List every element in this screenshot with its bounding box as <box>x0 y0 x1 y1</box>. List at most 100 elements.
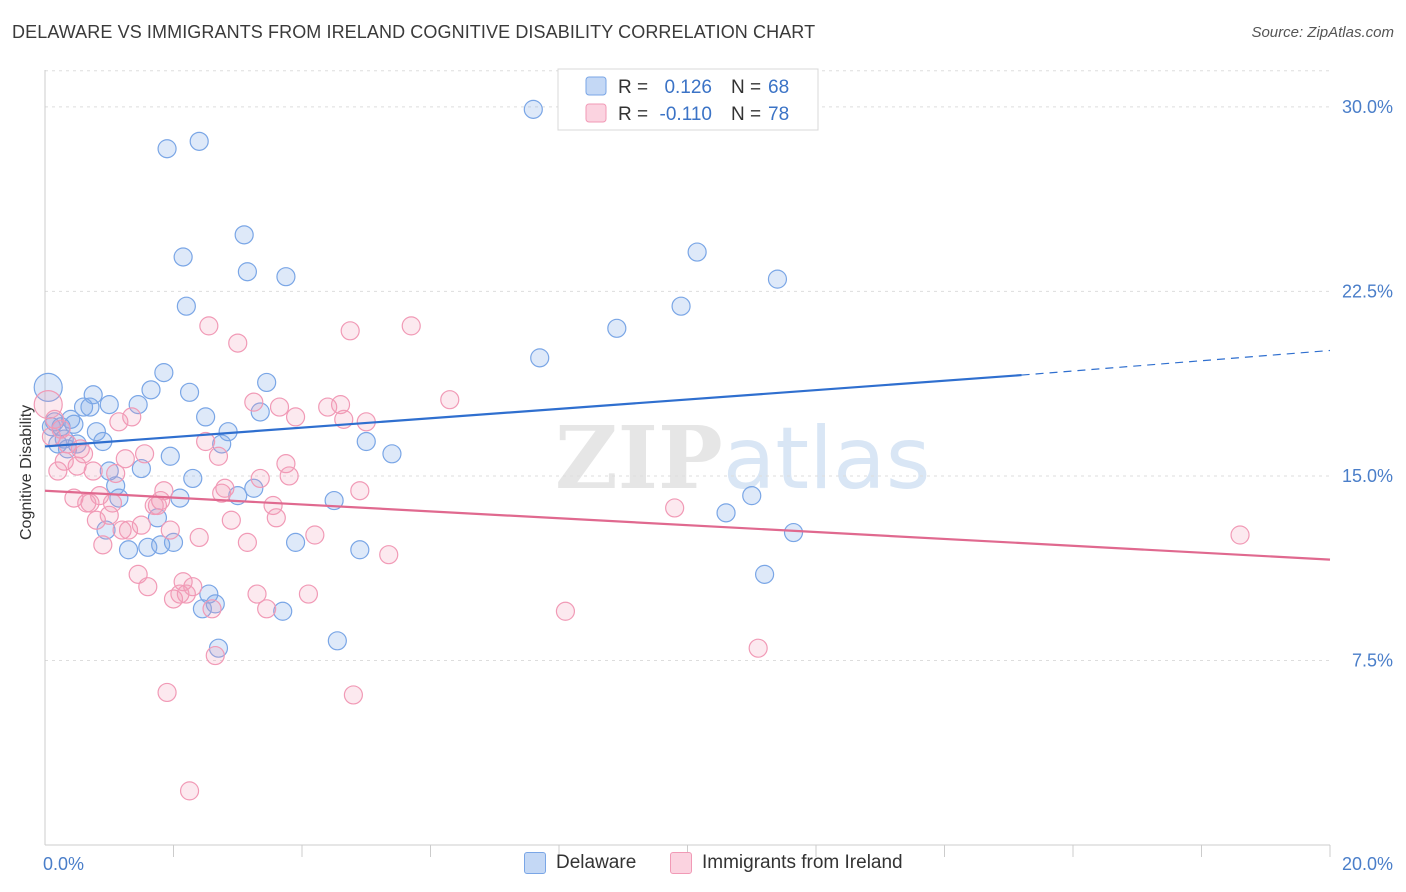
delaware-point <box>141 380 161 400</box>
ireland-point <box>115 449 135 469</box>
x-tick-label-min: 0.0% <box>43 854 84 874</box>
delaware-point <box>86 422 107 442</box>
ireland-point <box>244 392 264 412</box>
y-tick-label: 7.5% <box>1352 650 1393 670</box>
delaware-point <box>176 296 196 316</box>
delaware-point <box>671 296 691 316</box>
delaware-point <box>716 503 736 523</box>
stats-r-label: R = <box>618 77 648 98</box>
delaware-point <box>607 318 627 338</box>
y-tick-label: 30.0% <box>1342 97 1393 117</box>
delaware-point <box>157 139 177 159</box>
delaware-point <box>257 372 277 393</box>
ireland-point <box>1230 525 1250 545</box>
ireland-point <box>208 446 229 466</box>
ireland-point <box>45 409 65 429</box>
delaware-point <box>118 540 139 560</box>
ireland-point <box>163 589 184 609</box>
watermark-atlas: atlas <box>723 409 931 509</box>
legend-item-ireland[interactable]: Immigrants from Ireland <box>670 852 903 874</box>
ireland-point <box>440 390 460 410</box>
ireland-point <box>176 584 196 604</box>
delaware-point <box>96 520 116 540</box>
ireland-point <box>305 525 325 545</box>
ireland-point <box>340 321 360 341</box>
delaware-point <box>80 397 100 417</box>
delaware-point <box>160 446 180 466</box>
ireland-point <box>118 520 139 540</box>
ireland-point <box>379 545 399 565</box>
stats-r-value: -0.110 <box>660 104 712 125</box>
ireland-point <box>215 478 235 498</box>
bottom-legend: Delaware Immigrants from Ireland <box>0 852 1406 878</box>
ireland-point <box>86 510 107 530</box>
ireland-point <box>202 599 222 619</box>
ireland-point <box>221 510 241 530</box>
delaware-trend-line <box>44 373 1022 448</box>
legend-swatch-delaware <box>524 852 546 874</box>
delaware-trend-extension <box>1021 349 1331 376</box>
delaware-point <box>276 267 296 287</box>
ireland-point <box>109 412 129 432</box>
delaware-point <box>530 348 550 368</box>
delaware-point <box>783 522 804 543</box>
ireland-point <box>250 468 270 489</box>
ireland-point <box>138 577 158 597</box>
ireland-point <box>665 498 685 518</box>
delaware-point <box>350 540 370 560</box>
delaware-point <box>356 431 376 452</box>
legend-swatch-ireland <box>670 852 692 874</box>
stats-n-label: N = <box>731 77 761 98</box>
delaware-point <box>250 402 270 422</box>
ireland-point <box>228 333 248 353</box>
ireland-point <box>106 463 126 484</box>
legend-label-ireland: Immigrants from Ireland <box>702 852 903 873</box>
stats-n-label: N = <box>731 104 761 125</box>
delaware-point <box>33 372 63 402</box>
delaware-point <box>61 409 81 429</box>
ireland-point <box>160 520 180 540</box>
ireland-point <box>157 682 177 703</box>
ireland-point <box>196 431 216 452</box>
ireland-point <box>122 407 142 427</box>
delaware-point <box>131 458 151 479</box>
ireland-point <box>179 781 200 801</box>
ireland-point <box>279 466 299 486</box>
watermark: ZIPatlas <box>555 408 931 509</box>
delaware-point <box>273 601 293 621</box>
delaware-point <box>183 468 203 489</box>
ireland-point <box>48 461 68 481</box>
ireland-point <box>401 316 421 336</box>
ireland-point <box>298 584 319 604</box>
ireland-point <box>134 444 155 464</box>
ireland-point <box>102 493 123 513</box>
stats-legend-swatch <box>585 76 607 96</box>
ireland-point <box>77 493 97 513</box>
y-tick-label: 15.0% <box>1342 466 1393 486</box>
ireland-point <box>269 397 290 417</box>
delaware-point <box>523 99 543 119</box>
legend-label-delaware: Delaware <box>556 852 637 873</box>
ireland-point <box>748 638 768 658</box>
ireland-point <box>93 535 113 555</box>
chart-title: DELAWARE VS IMMIGRANTS FROM IRELAND COGN… <box>12 22 816 42</box>
ireland-point <box>276 454 296 474</box>
stats-n-value: 68 <box>768 77 789 98</box>
ireland-point <box>285 407 306 427</box>
ireland-point <box>83 461 103 481</box>
y-tick-label: 22.5% <box>1342 281 1393 301</box>
ireland-point <box>33 390 63 420</box>
ireland-point <box>205 645 225 666</box>
delaware-point <box>237 262 257 282</box>
ireland-trend-line <box>44 489 1331 561</box>
legend-item-delaware[interactable]: Delaware <box>524 852 636 874</box>
stats-legend-swatch <box>585 103 607 123</box>
ireland-point <box>257 599 277 619</box>
delaware-point <box>196 407 216 427</box>
ireland-point <box>263 495 283 516</box>
ireland-point <box>183 577 203 597</box>
delaware-point <box>128 395 148 415</box>
delaware-point <box>742 486 762 506</box>
ireland-point <box>51 419 71 439</box>
